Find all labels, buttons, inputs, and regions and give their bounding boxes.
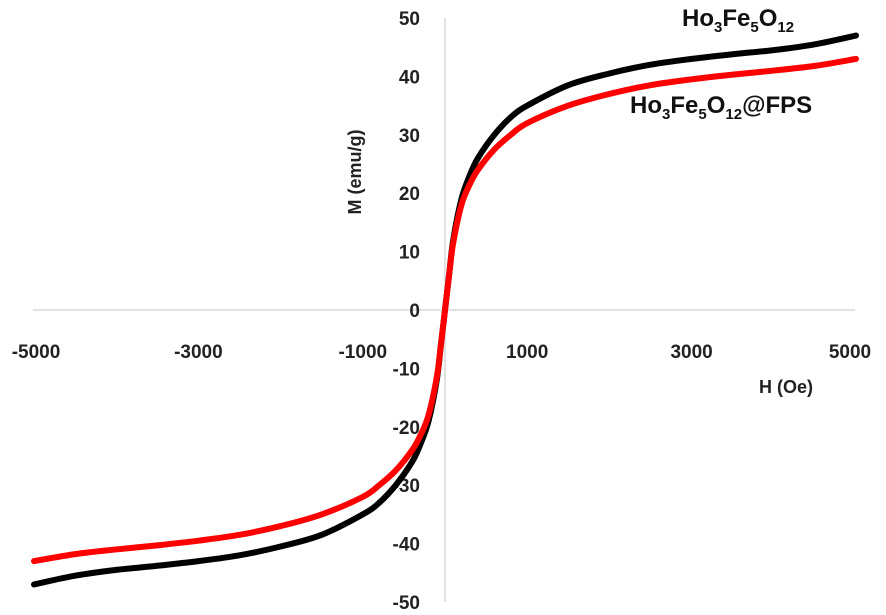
x-tick-label: -5000 (12, 342, 61, 363)
y-axis-title: M (emu/g) (345, 130, 365, 215)
x-tick-label: -3000 (174, 342, 223, 363)
series-label-0: Ho3Fe5O12 (682, 5, 794, 36)
series-layer (31, 32, 859, 588)
x-tick-labels: -5000 -3000 -1000 1000 3000 5000 (12, 342, 871, 363)
x-tick-label: -1000 (338, 342, 387, 363)
series-line-1 (31, 55, 859, 565)
x-tick-label: 3000 (670, 342, 712, 363)
y-tick-label: 50 (399, 9, 420, 30)
y-tick-label: -20 (393, 418, 420, 439)
series-labels: Ho3Fe5O12 Ho3Fe5O12@FPS (630, 5, 812, 123)
x-tick-label: 5000 (829, 342, 871, 363)
y-tick-label: 30 (399, 126, 420, 147)
y-tick-label: -50 (393, 593, 420, 614)
y-tick-label: 20 (399, 184, 420, 205)
y-tick-label: 10 (399, 243, 420, 264)
x-axis-title: H (Oe) (759, 377, 813, 397)
y-tick-label: 0 (409, 301, 420, 322)
y-tick-label: -10 (393, 359, 420, 380)
y-tick-label: -40 (393, 535, 420, 556)
series-label-1: Ho3Fe5O12@FPS (630, 92, 812, 123)
x-tick-label: 1000 (506, 342, 548, 363)
y-tick-label: 40 (399, 67, 420, 88)
